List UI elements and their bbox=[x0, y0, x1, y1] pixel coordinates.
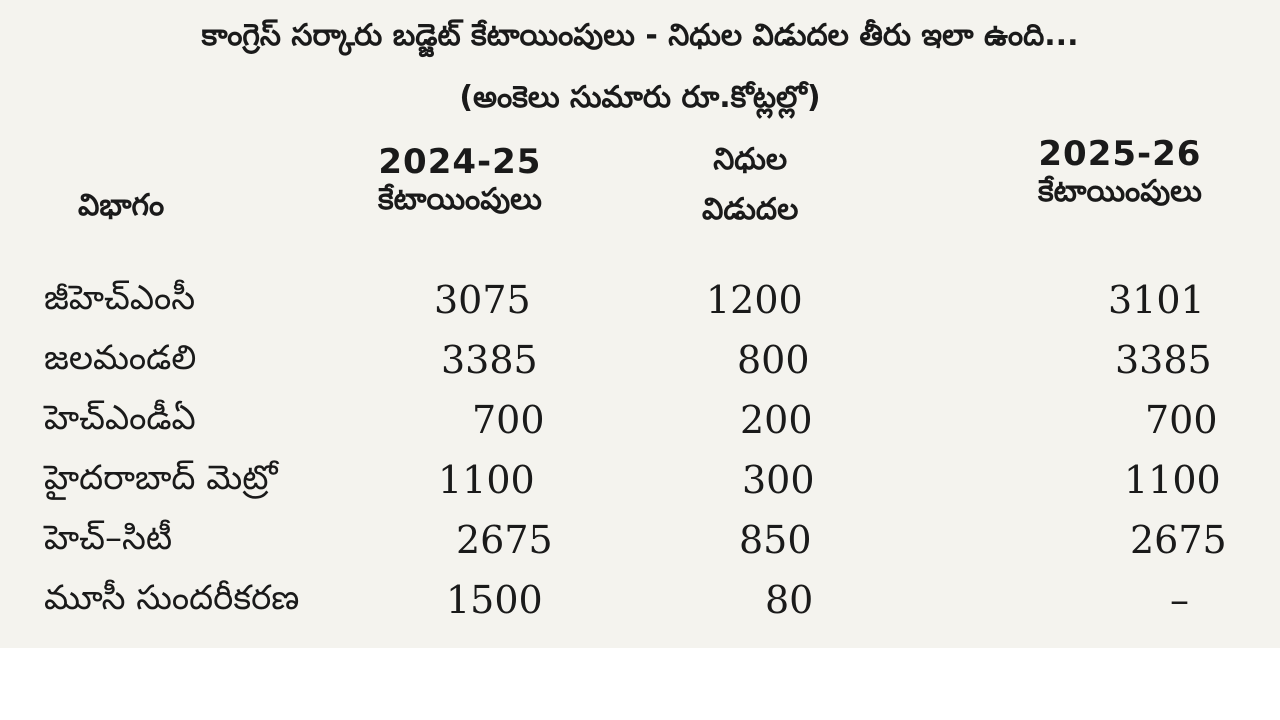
header-department: విభాగం bbox=[78, 188, 165, 223]
row-allocation-2024: 3075 bbox=[434, 278, 531, 322]
row-department-name: మూసీ సుందరీకరణ bbox=[44, 578, 300, 618]
row-allocation-2025: 2675 bbox=[1130, 518, 1227, 562]
header-allocation-2024-25: 2024-25 కేటాయింపులు bbox=[378, 142, 542, 224]
row-department-name: జీహెచ్ఎంసీ bbox=[44, 278, 196, 318]
header-allocation-2025-26: 2025-26 కేటాయింపులు bbox=[1038, 134, 1202, 216]
row-funds-released: 300 bbox=[742, 458, 815, 502]
row-allocation-2025: 3101 bbox=[1108, 278, 1205, 322]
row-department-name: హైదరాబాద్ మెట్రో bbox=[44, 458, 278, 498]
row-allocation-2024: 1500 bbox=[446, 578, 543, 622]
row-department-name: జలమండలి bbox=[44, 338, 197, 378]
header-funds-released: నిధుల విడుదల bbox=[702, 142, 799, 227]
row-allocation-2025: – bbox=[1170, 578, 1189, 622]
row-funds-released: 200 bbox=[740, 398, 813, 442]
row-allocation-2024: 700 bbox=[472, 398, 545, 442]
row-funds-released: 1200 bbox=[706, 278, 803, 322]
page-title: కాంగ్రెస్ సర్కారు బడ్జెట్ కేటాయింపులు - … bbox=[201, 18, 1079, 53]
row-allocation-2025: 700 bbox=[1145, 398, 1218, 442]
header-allocation-label: కేటాయింపులు bbox=[1038, 174, 1202, 209]
row-allocation-2024: 1100 bbox=[438, 458, 535, 502]
row-funds-released: 80 bbox=[765, 578, 814, 622]
row-funds-released: 800 bbox=[737, 338, 810, 382]
header-year-2025-26: 2025-26 bbox=[1038, 134, 1202, 174]
row-allocation-2024: 3385 bbox=[441, 338, 538, 382]
row-department-name: హెచ్–సిటీ bbox=[44, 518, 173, 558]
row-department-name: హెచ్ఎండీఏ bbox=[44, 398, 196, 438]
row-funds-released: 850 bbox=[739, 518, 812, 562]
row-allocation-2025: 1100 bbox=[1124, 458, 1221, 502]
row-allocation-2024: 2675 bbox=[456, 518, 553, 562]
header-year-2024-25: 2024-25 bbox=[378, 142, 542, 182]
page-subtitle: (అంకెలు సుమారు రూ.కోట్లల్లో) bbox=[459, 80, 821, 115]
row-allocation-2025: 3385 bbox=[1115, 338, 1212, 382]
budget-table-panel: కాంగ్రెస్ సర్కారు బడ్జెట్ కేటాయింపులు - … bbox=[0, 0, 1280, 648]
header-allocation-label: కేటాయింపులు bbox=[378, 182, 542, 217]
